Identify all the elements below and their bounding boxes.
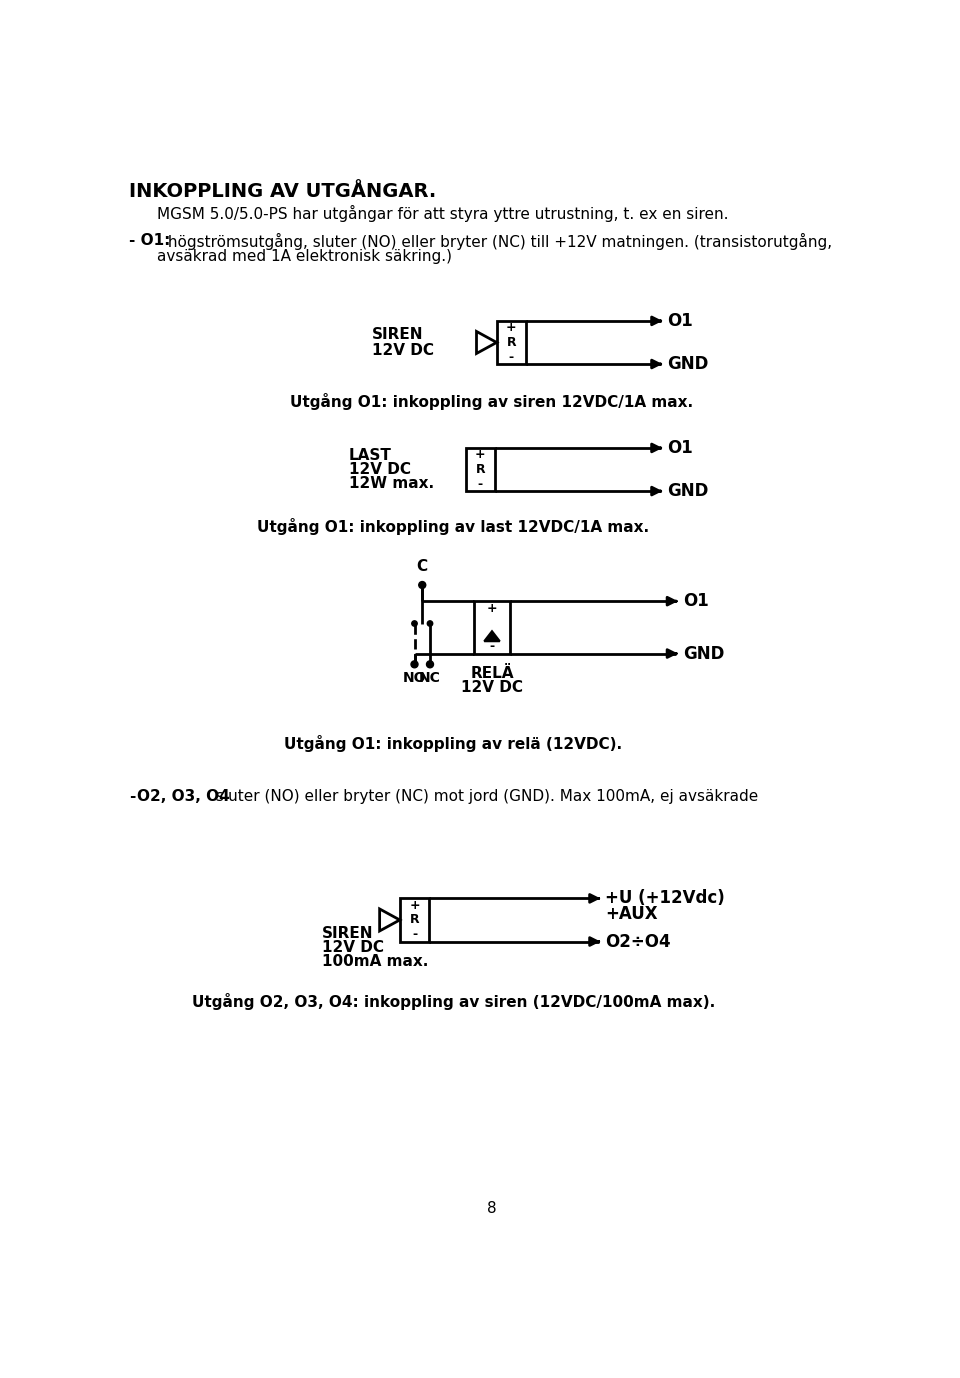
Text: -: - bbox=[509, 350, 514, 364]
Text: SIREN: SIREN bbox=[372, 327, 423, 342]
Text: +: + bbox=[487, 602, 497, 615]
Bar bbox=[474, 601, 510, 653]
Text: RELÄ: RELÄ bbox=[470, 666, 514, 681]
Text: -: - bbox=[490, 641, 494, 653]
Circle shape bbox=[412, 621, 418, 626]
Text: GND: GND bbox=[667, 482, 708, 500]
Bar bbox=[466, 448, 495, 491]
Text: NC: NC bbox=[420, 671, 441, 685]
Text: högströmsutgång, sluter (NO) eller bryter (NC) till +12V matningen. (transistoru: högströmsutgång, sluter (NO) eller bryte… bbox=[163, 233, 832, 251]
Text: Utgång O2, O3, O4: inkoppling av siren (12VDC/100mA max).: Utgång O2, O3, O4: inkoppling av siren (… bbox=[192, 994, 715, 1010]
Circle shape bbox=[427, 621, 433, 626]
Text: O1: O1 bbox=[667, 440, 693, 457]
Text: GND: GND bbox=[683, 645, 724, 663]
Text: avsäkrad med 1A elektronisk säkring.): avsäkrad med 1A elektronisk säkring.) bbox=[157, 248, 452, 263]
Text: MGSM 5.0/5.0-PS har utgångar för att styra yttre utrustning, t. ex en siren.: MGSM 5.0/5.0-PS har utgångar för att sty… bbox=[157, 205, 729, 222]
Text: GND: GND bbox=[667, 356, 708, 373]
Text: +: + bbox=[409, 898, 420, 912]
Text: NO: NO bbox=[403, 671, 426, 685]
Text: SIREN: SIREN bbox=[322, 926, 373, 941]
Polygon shape bbox=[379, 909, 399, 932]
Text: +: + bbox=[475, 448, 486, 462]
Text: 12V DC: 12V DC bbox=[348, 462, 411, 477]
Text: 12V DC: 12V DC bbox=[322, 940, 383, 955]
Text: O1: O1 bbox=[667, 311, 693, 329]
Text: R: R bbox=[410, 914, 420, 926]
Text: INKOPPLING AV UTGÅNGAR.: INKOPPLING AV UTGÅNGAR. bbox=[130, 182, 437, 201]
Text: - O1:: - O1: bbox=[130, 233, 171, 248]
Text: O2, O3, O4: O2, O3, O4 bbox=[137, 790, 229, 803]
Text: R: R bbox=[507, 336, 516, 349]
Text: 12V DC: 12V DC bbox=[461, 679, 523, 695]
Text: -: - bbox=[412, 929, 417, 941]
Text: O2÷O4: O2÷O4 bbox=[605, 933, 671, 951]
Text: +U (+12Vdc): +U (+12Vdc) bbox=[605, 889, 725, 907]
Text: 12V DC: 12V DC bbox=[372, 343, 434, 358]
Circle shape bbox=[419, 582, 425, 588]
Text: Utgång O1: inkoppling av last 12VDC/1A max.: Utgång O1: inkoppling av last 12VDC/1A m… bbox=[257, 518, 649, 535]
Text: sluter (NO) eller bryter (NC) mot jord (GND). Max 100mA, ej avsäkrade: sluter (NO) eller bryter (NC) mot jord (… bbox=[211, 790, 758, 803]
Text: -: - bbox=[130, 790, 135, 803]
Text: 12W max.: 12W max. bbox=[348, 475, 434, 491]
Text: C: C bbox=[417, 559, 428, 575]
Text: -: - bbox=[478, 478, 483, 491]
Text: +: + bbox=[506, 321, 516, 335]
Text: R: R bbox=[475, 463, 485, 475]
Polygon shape bbox=[484, 631, 500, 641]
Text: +AUX: +AUX bbox=[605, 905, 658, 923]
Text: 8: 8 bbox=[487, 1202, 497, 1215]
Circle shape bbox=[426, 661, 434, 668]
Polygon shape bbox=[476, 332, 496, 354]
Text: Utgång O1: inkoppling av relä (12VDC).: Utgång O1: inkoppling av relä (12VDC). bbox=[284, 734, 622, 752]
Bar bbox=[496, 321, 526, 364]
Text: O1: O1 bbox=[683, 593, 708, 610]
Bar bbox=[399, 898, 429, 941]
Text: 100mA max.: 100mA max. bbox=[322, 954, 428, 969]
Text: LAST: LAST bbox=[348, 448, 392, 463]
Circle shape bbox=[411, 661, 418, 668]
Text: Utgång O1: inkoppling av siren 12VDC/1A max.: Utgång O1: inkoppling av siren 12VDC/1A … bbox=[291, 393, 693, 409]
